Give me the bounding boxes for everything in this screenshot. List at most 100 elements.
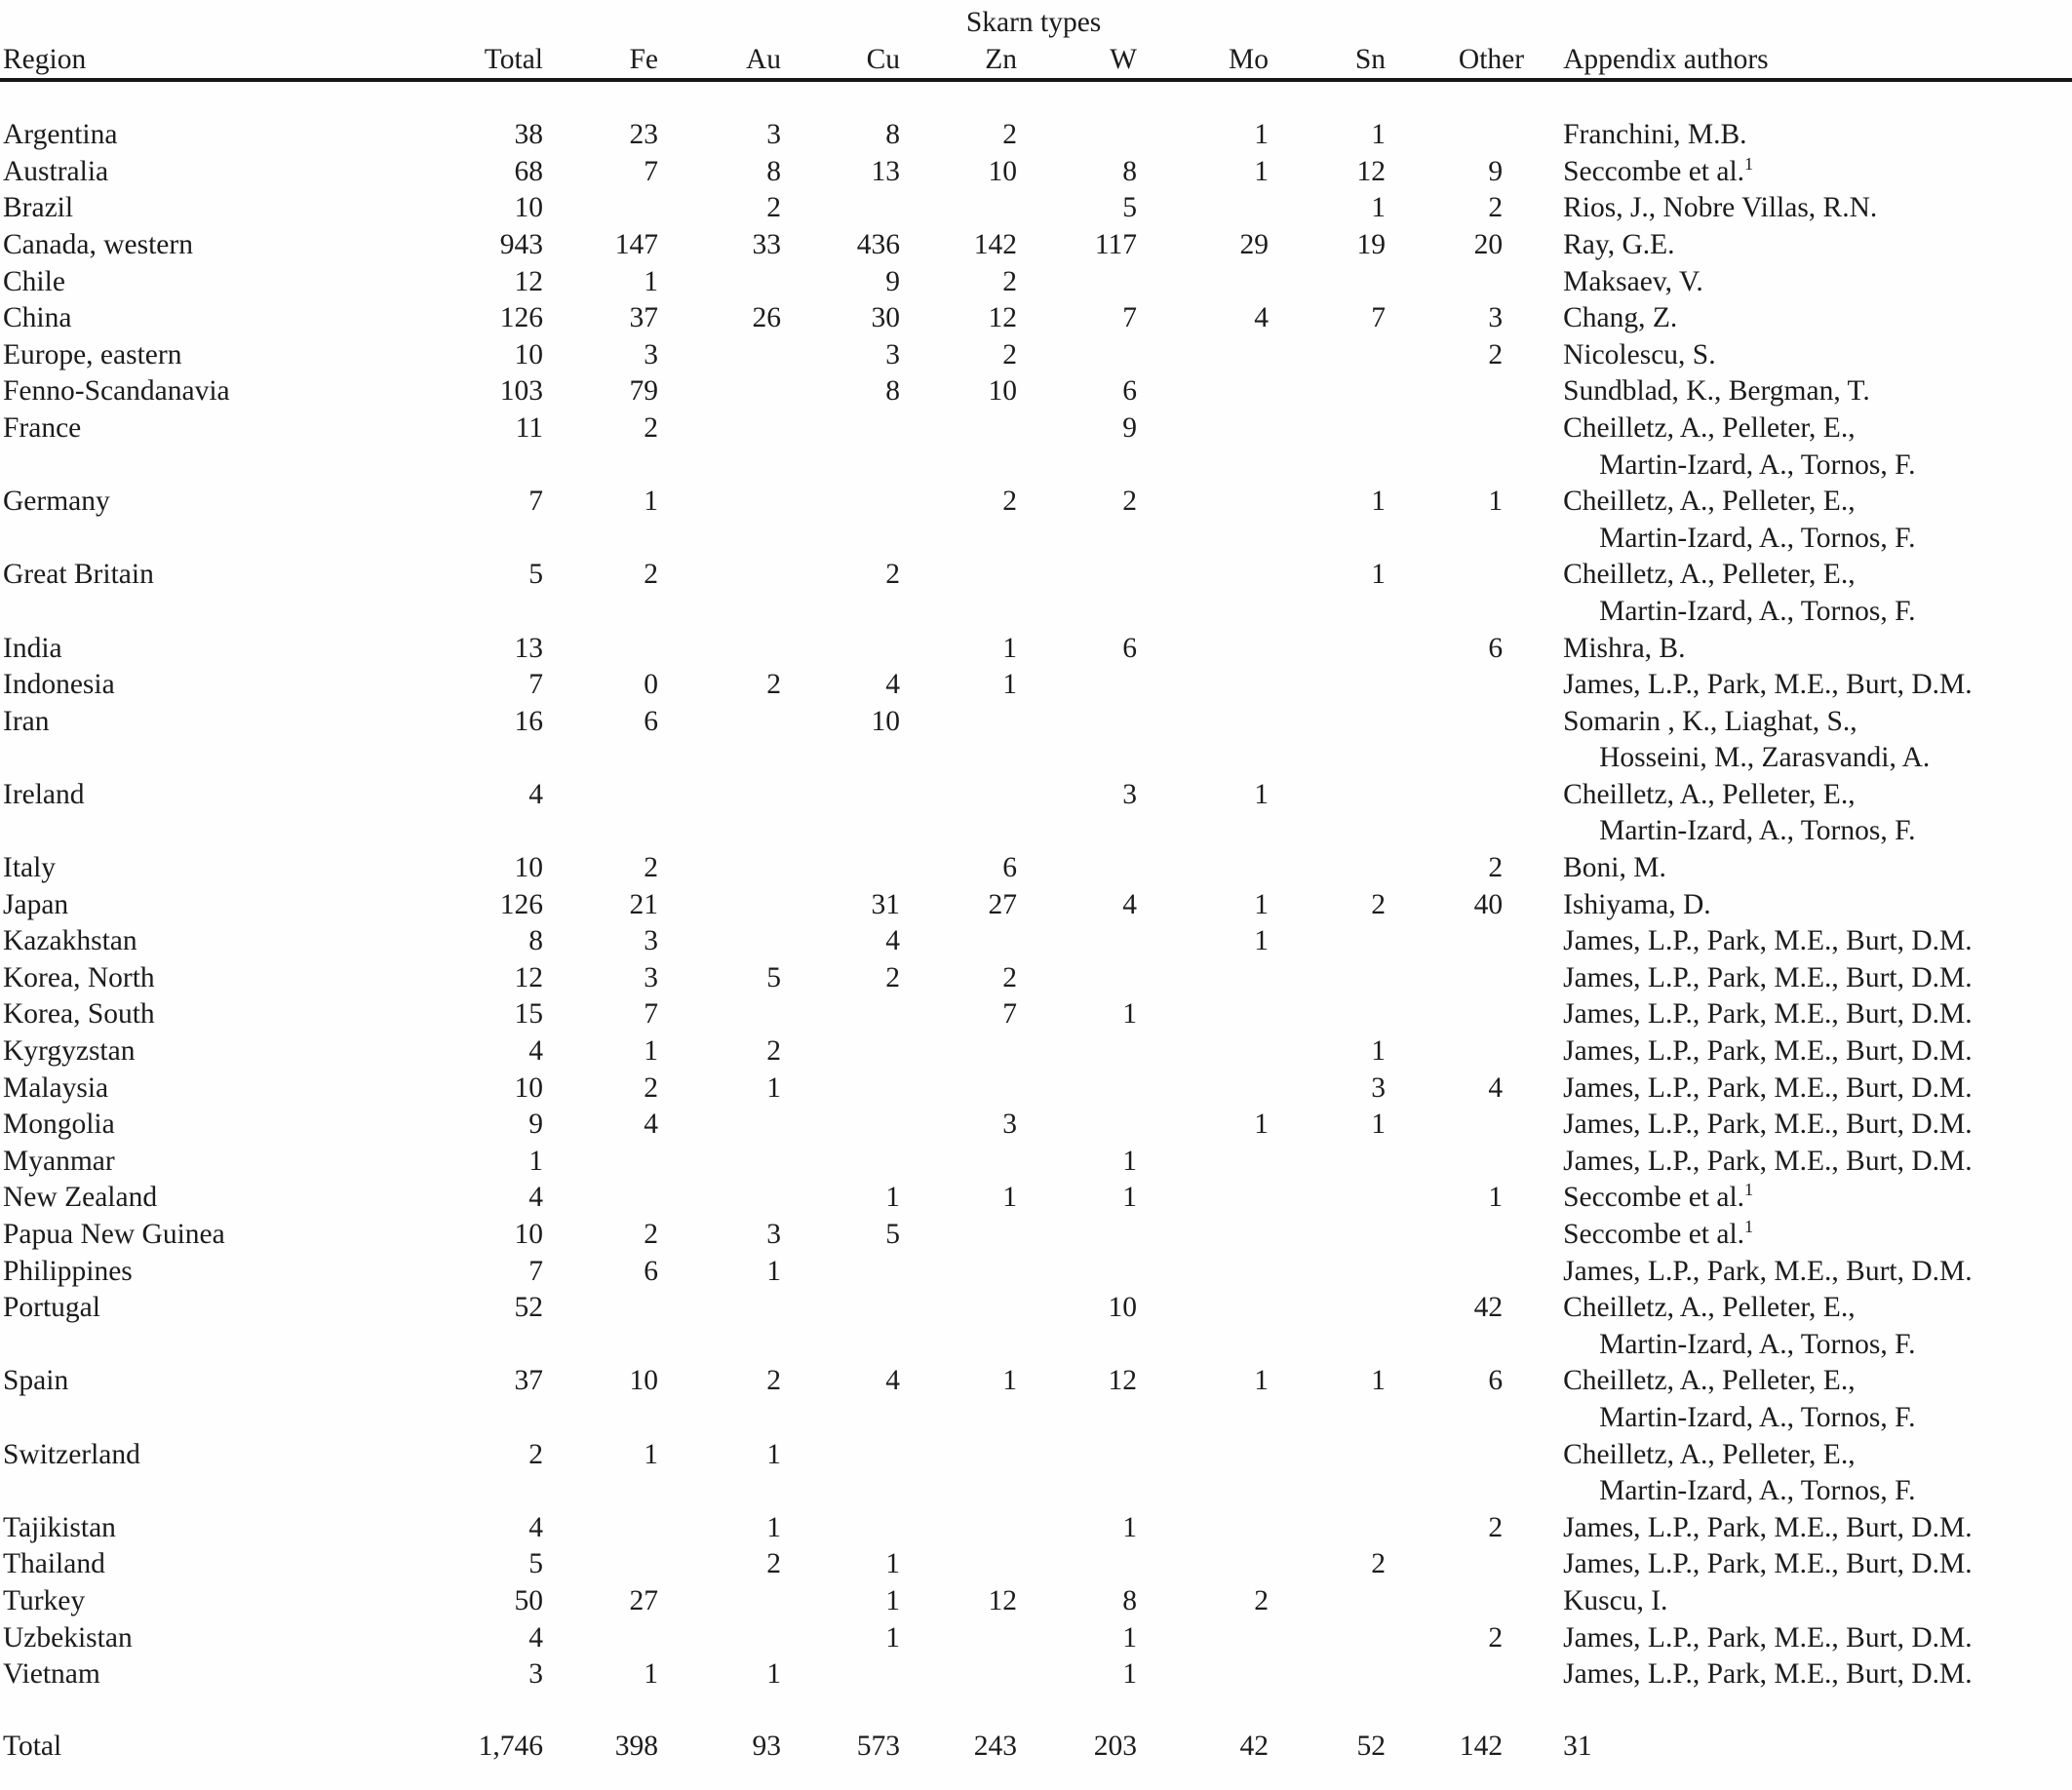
cell-cu: 5 (885, 1219, 900, 1250)
cell-region: Italy (3, 852, 57, 884)
cell-zn: 12 (988, 1584, 1018, 1616)
cell-mo (1137, 264, 1269, 301)
cell-other: 9 (1488, 155, 1504, 187)
cell-w (1017, 1437, 1137, 1510)
table-row-argentina: Argentina 38 23 3 8 2 1 1 Franchini, M.B. (0, 117, 2072, 154)
cell-au (658, 1107, 781, 1144)
cell-mo (1137, 1070, 1269, 1108)
cell-w: 8 (1122, 155, 1137, 187)
cell-cu (781, 1070, 900, 1108)
cell-cu: 1 (885, 1548, 900, 1580)
cell-authors: Cheilletz, A., Pelleter, E., Martin-Izard… (1524, 557, 2072, 630)
column-header-cu: Cu (781, 41, 900, 83)
cell-zn (900, 1437, 1017, 1510)
author-line: Seccombe et al.1 (1563, 153, 1754, 187)
cell-mo (1137, 960, 1269, 997)
cell-au (658, 373, 781, 410)
cell-sn: 3 (1371, 1071, 1386, 1104)
cell-cu: 8 (885, 119, 900, 151)
cell-sn: 12 (1356, 155, 1387, 187)
cell-w: 12 (1108, 1365, 1138, 1397)
cell-fe: 398 (614, 1730, 658, 1762)
cell-fe: 147 (614, 228, 658, 260)
cell-region: Switzerland (3, 1438, 140, 1470)
cell-other (1386, 1107, 1524, 1144)
cell-other (1386, 117, 1524, 154)
author-line: Cheilletz, A., Pelleter, E., (1563, 1438, 1856, 1470)
cell-cu (781, 1144, 900, 1181)
cell-total: 10 (514, 192, 544, 224)
author-line: Cheilletz, A., Pelleter, E., (1563, 778, 1856, 810)
author-line: Maksaev, V. (1563, 265, 1703, 297)
group-header-spacer-region (0, 5, 336, 42)
cell-region: Papua New Guinea (3, 1219, 225, 1250)
cell-w (1017, 337, 1137, 374)
cell-mo (1137, 484, 1269, 557)
cell-other: 40 (1473, 888, 1504, 920)
cell-fe (543, 1620, 658, 1657)
cell-fe (543, 1144, 658, 1181)
author-line: Rios, J., Nobre Villas, R.N. (1563, 192, 1878, 224)
cell-zn (900, 1546, 1017, 1583)
cell-cu: 4 (885, 669, 900, 701)
author-line: James, L.P., Park, M.E., Burt, D.M. (1563, 998, 1973, 1031)
cell-zn: 12 (988, 302, 1018, 334)
cell-other (1386, 1437, 1524, 1510)
author-line: James, L.P., Park, M.E., Burt, D.M. (1563, 1511, 1973, 1543)
cell-zn: 6 (1002, 852, 1017, 884)
column-header-au: Au (658, 41, 781, 83)
cell-total: 4 (528, 1182, 543, 1214)
cell-fe (543, 1546, 658, 1583)
cell-sn (1269, 1254, 1386, 1291)
cell-sn (1269, 777, 1386, 850)
table-row-korea-south: Korea, South 15 7 7 1 James, L.P., Park, M.E.… (0, 996, 2072, 1033)
cell-mo (1137, 337, 1269, 374)
cell-mo (1137, 557, 1269, 630)
cell-region: Portugal (3, 1292, 100, 1324)
cell-cu: 3 (885, 338, 900, 370)
author-line: Kuscu, I. (1563, 1584, 1668, 1616)
column-header-zn: Zn (900, 41, 1017, 83)
cell-au: 2 (766, 1548, 781, 1580)
skarn-types-group-header: Skarn types (965, 7, 1102, 38)
table-row-europe-eastern: Europe, eastern 10 3 3 2 2 Nicolescu, S. (0, 337, 2072, 374)
author-line-continuation: Martin-Izard, A., Tornos, F. (1599, 448, 1916, 481)
cell-cu: 1 (885, 1182, 900, 1214)
cell-w (1017, 117, 1137, 154)
cell-authors: James, L.P., Park, M.E., Burt, D.M. (1524, 1546, 2072, 1583)
cell-au (658, 631, 781, 668)
table-row-iran: Iran 16 6 10 Somarin , K., Liaghat, S., Hosse… (0, 704, 2072, 777)
cell-mo (1137, 373, 1269, 410)
cell-other (1386, 1144, 1524, 1181)
cell-mo: 1 (1254, 888, 1269, 920)
cell-fe: 27 (629, 1584, 659, 1616)
cell-region: Malaysia (3, 1071, 109, 1104)
cell-other: 42 (1473, 1292, 1504, 1324)
cell-cu: 13 (871, 155, 901, 187)
author-line-continuation: Martin-Izard, A., Tornos, F. (1599, 522, 1916, 554)
table-row-thailand: Thailand 5 2 1 2 James, L.P., Park, M.E., Bur… (0, 1546, 2072, 1583)
column-header-mo: Mo (1137, 41, 1269, 83)
cell-cu: 1 (885, 1621, 900, 1654)
author-line: James, L.P., Park, M.E., Burt, D.M. (1563, 961, 1973, 993)
cell-authors: 31 (1524, 1729, 2072, 1766)
cell-authors: Ishiyama, D. (1524, 887, 2072, 924)
cell-other: 1 (1488, 486, 1504, 518)
cell-au (658, 264, 781, 301)
cell-w: 1 (1122, 1145, 1137, 1177)
cell-sn (1269, 264, 1386, 301)
table-row-uzbekistan: Uzbekistan 4 1 1 2 James, L.P., Park, M.E., B… (0, 1620, 2072, 1657)
cell-fe: 2 (644, 852, 658, 884)
cell-region: Kyrgyzstan (3, 1035, 136, 1068)
cell-authors: Seccombe et al.1 (1524, 1180, 2072, 1217)
cell-fe: 1 (644, 1658, 658, 1691)
cell-cu: 2 (885, 559, 900, 591)
cell-zn: 243 (973, 1730, 1017, 1762)
cell-other: 1 (1488, 1182, 1504, 1214)
cell-fe: 79 (629, 375, 659, 408)
cell-au: 1 (766, 1071, 781, 1104)
cell-region: Ireland (3, 778, 85, 810)
cell-cu (781, 1107, 900, 1144)
cell-cu (781, 850, 900, 887)
